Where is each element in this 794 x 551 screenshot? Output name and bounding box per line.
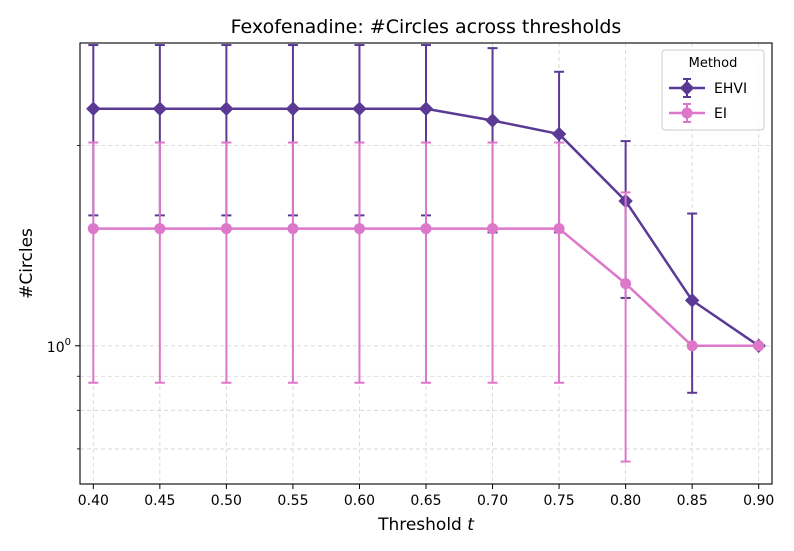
- data-point: [86, 101, 101, 116]
- data-point: [219, 101, 234, 116]
- x-tick-label: 0.45: [144, 493, 175, 509]
- x-tick-label: 0.90: [743, 493, 774, 509]
- x-tick-label: 0.80: [610, 493, 641, 509]
- x-tick-label: 0.60: [344, 493, 375, 509]
- data-point: [418, 101, 434, 116]
- legend-marker: [681, 107, 693, 119]
- legend-title: Method: [689, 56, 738, 71]
- legend-item-ei: EI: [669, 103, 727, 123]
- y-tick-base: 10: [47, 340, 65, 356]
- data-point: [154, 223, 166, 235]
- axes: 0.40 0.45 0.50 0.55 0.60 0.65 0.70 0.75 0.80 0.85…: [75, 144, 774, 509]
- legend-label: EI: [714, 106, 727, 122]
- x-axis-label: Threshold t: [377, 515, 475, 535]
- x-tick-label: 0.70: [477, 493, 508, 509]
- series-layer: [86, 44, 766, 463]
- data-point: [620, 278, 632, 290]
- data-point: [487, 223, 499, 235]
- legend: Method EHVI EI: [661, 49, 765, 131]
- data-point: [485, 113, 500, 128]
- data-point: [420, 223, 432, 235]
- legend-items: EHVI EI: [669, 78, 747, 123]
- data-point: [353, 223, 365, 235]
- x-tick-label: 0.55: [277, 493, 308, 509]
- legend-label: EHVI: [714, 81, 747, 97]
- data-point: [352, 101, 367, 116]
- y-tick-exponent: 0: [65, 337, 71, 348]
- legend-marker: [679, 80, 695, 96]
- x-tick-label: 0.75: [543, 493, 574, 509]
- data-point: [287, 223, 299, 235]
- series-ei: [87, 141, 765, 463]
- x-tick-label: 0.65: [410, 493, 441, 509]
- data-point: [220, 223, 232, 235]
- data-point: [686, 340, 698, 352]
- chart-title: Fexofenadine: #Circles across thresholds: [231, 16, 622, 38]
- data-point: [551, 126, 567, 142]
- data-point: [684, 293, 700, 308]
- data-point: [152, 101, 168, 116]
- data-point: [87, 223, 99, 235]
- x-tick-label: 0.50: [211, 493, 242, 509]
- x-axis-label-variable: t: [467, 515, 475, 535]
- x-axis-label-text: Threshold: [377, 515, 462, 535]
- data-point: [553, 223, 565, 235]
- x-tick-label: 0.85: [677, 493, 708, 509]
- legend-item-ehvi: EHVI: [669, 78, 747, 98]
- y-tick-label: 100: [47, 337, 71, 356]
- y-axis-label: #Circles: [17, 228, 37, 299]
- data-point: [285, 101, 301, 116]
- x-tick-label: 0.40: [78, 493, 109, 509]
- data-point: [753, 340, 765, 352]
